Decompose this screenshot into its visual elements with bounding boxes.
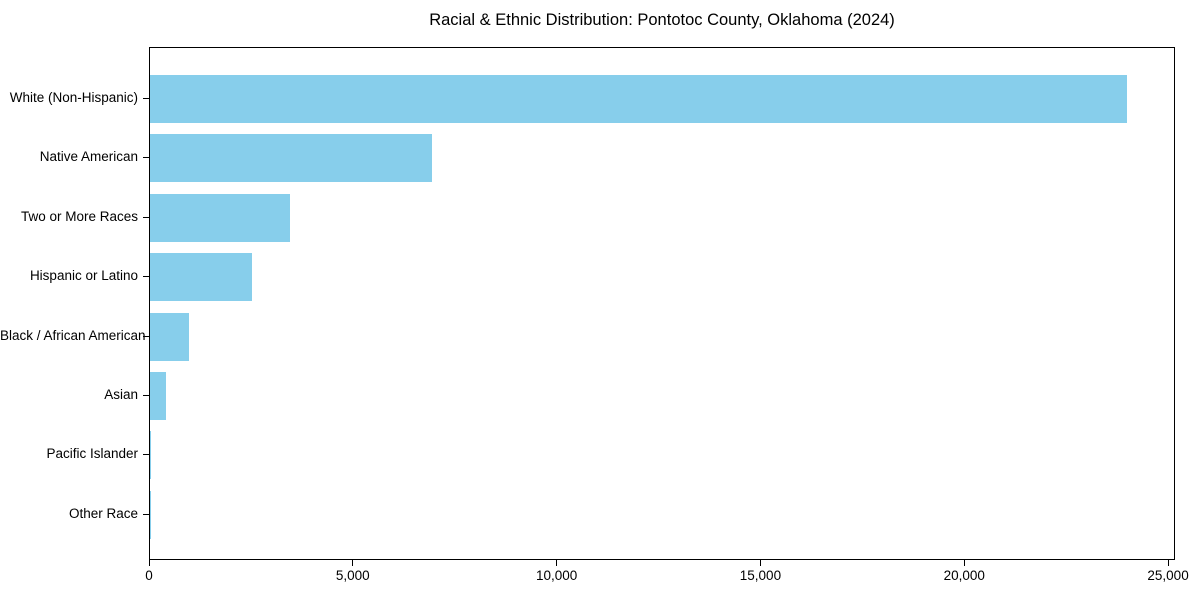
- chart-title: Racial & Ethnic Distribution: Pontotoc C…: [429, 11, 895, 29]
- y-tick-label: Asian: [104, 387, 138, 402]
- bar: [150, 75, 1128, 123]
- y-tick-label: Native American: [39, 149, 138, 165]
- y-tick-label: Pacific Islander: [46, 446, 138, 462]
- y-tick-mark: [143, 395, 149, 396]
- x-tick-label: 20,000: [943, 568, 985, 583]
- x-tick-label: 25,000: [1147, 568, 1189, 583]
- x-tick-mark: [148, 560, 150, 566]
- x-tick-mark: [759, 560, 761, 566]
- y-tick-label: White (Non-Hispanic): [9, 90, 138, 105]
- y-tick-mark: [143, 276, 149, 278]
- bar: [150, 312, 189, 361]
- y-tick-label: Hispanic or Latino: [29, 268, 138, 284]
- y-tick-mark: [143, 335, 149, 337]
- plot-area: [149, 47, 1175, 560]
- y-tick-label: Two or More Races: [20, 208, 138, 224]
- bar: [150, 134, 432, 183]
- bar: [150, 253, 252, 302]
- x-tick-mark: [963, 560, 965, 566]
- y-tick-mark: [143, 216, 149, 218]
- y-tick-mark: [143, 98, 149, 99]
- x-tick-label: 15,000: [739, 568, 782, 583]
- bar: [150, 372, 166, 420]
- y-tick-label: Other Race: [68, 505, 138, 521]
- y-tick-label: Black / African American: [0, 327, 146, 343]
- x-tick-label: 5,000: [335, 568, 370, 583]
- x-tick-mark: [352, 560, 354, 566]
- y-tick-mark: [143, 454, 149, 456]
- y-tick-mark: [143, 513, 149, 515]
- x-tick-mark: [556, 560, 558, 566]
- x-tick-label: 10,000: [535, 568, 578, 583]
- bar: [150, 193, 290, 242]
- x-tick-label: 0: [145, 568, 153, 583]
- bar: [150, 431, 152, 480]
- x-tick-mark: [1167, 560, 1169, 566]
- y-tick-mark: [143, 157, 149, 159]
